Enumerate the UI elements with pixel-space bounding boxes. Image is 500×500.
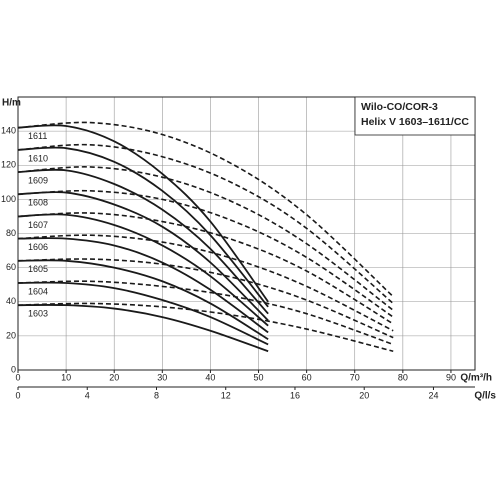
y-tick-label: 60 [6,262,16,272]
dashed-curve [17,234,394,332]
dashed-curve [17,280,394,346]
series-label: 1604 [28,286,48,296]
x-tick-label: 70 [350,372,360,382]
series-label: 1611 [28,131,47,141]
x-tick-label: 10 [61,372,71,382]
x2-tick-label: 20 [359,390,369,400]
dashed-curve [17,189,394,318]
chart-title: Helix V 1603–1611/CC [361,116,469,128]
series-label: 1609 [28,175,48,185]
y-tick-label: 100 [1,194,16,204]
pump-curve [17,168,269,315]
x-tick-label: 0 [15,372,20,382]
x2-axis-label: Q/l/s [474,391,496,402]
series-label: 1603 [28,309,48,319]
dashed-curve [17,302,394,353]
chart-title: Wilo-CO/COR-3 [361,101,438,113]
dashed-curve [17,212,394,325]
x-tick-label: 20 [109,372,119,382]
plot-frame [17,96,476,371]
dashed-curve [17,121,394,298]
series-label: 1606 [28,242,48,252]
pump-curve [17,237,269,334]
x2-tick-label: 12 [221,390,231,400]
y-tick-label: 120 [1,160,16,170]
y-tick-label: 80 [6,228,16,238]
x2-tick-label: 16 [290,390,300,400]
pump-curve [17,304,269,353]
x2-tick-label: 24 [428,390,438,400]
pump-curve [17,191,269,322]
x-tick-label: 40 [205,372,215,382]
x2-tick-label: 4 [85,390,90,400]
series-label: 1610 [28,153,48,163]
pump-curve [17,213,269,327]
x-tick-label: 30 [157,372,167,382]
title-box [354,96,476,136]
y-axis-label: H/m [2,98,21,109]
x-axis-label: Q/m³/h [460,373,492,384]
x-tick-label: 60 [302,372,312,382]
x-tick-label: 90 [446,372,456,382]
y-tick-label: 140 [1,126,16,136]
x-tick-label: 80 [398,372,408,382]
series-label: 1605 [28,264,48,274]
x-tick-label: 50 [254,372,264,382]
pump-curve [17,281,269,346]
pump-curve [17,146,269,308]
x2-tick-label: 8 [154,390,159,400]
y-tick-label: 0 [11,364,16,374]
pump-curve [17,259,269,341]
dashed-curve [17,143,394,305]
series-label: 1607 [28,220,48,230]
y-tick-label: 40 [6,296,16,306]
dashed-curve [17,166,394,311]
x2-tick-label: 0 [15,390,20,400]
series-label: 1608 [28,198,48,208]
pump-curve [17,124,269,303]
y-tick-label: 20 [6,330,16,340]
